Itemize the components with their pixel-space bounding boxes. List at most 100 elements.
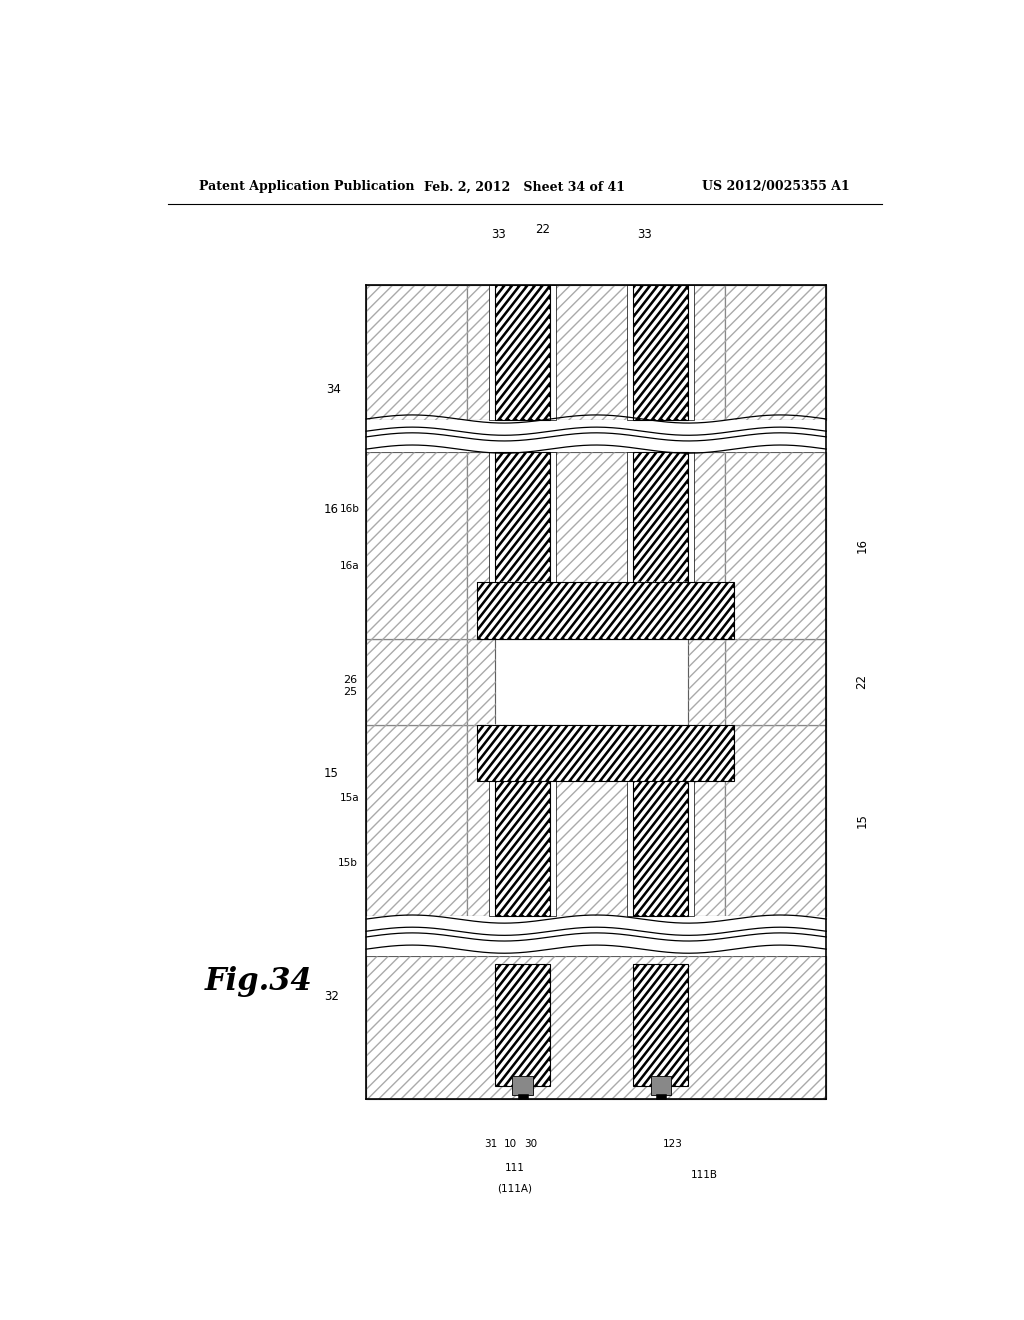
Bar	[367, 285, 467, 420]
Bar	[633, 285, 688, 420]
Text: (111A): (111A)	[497, 1183, 532, 1193]
Bar	[633, 725, 688, 916]
Text: US 2012/0025355 A1: US 2012/0025355 A1	[702, 181, 850, 193]
Bar	[550, 285, 633, 420]
Bar	[367, 639, 467, 725]
Bar	[367, 956, 826, 1098]
Text: 33: 33	[492, 228, 506, 242]
Bar	[467, 285, 495, 420]
Bar	[627, 453, 633, 639]
Bar	[550, 725, 633, 916]
Bar	[367, 420, 826, 453]
Text: 16b: 16b	[340, 504, 359, 513]
Bar	[627, 725, 633, 916]
Text: 16: 16	[324, 503, 339, 516]
Text: 30: 30	[524, 1139, 537, 1150]
Bar	[495, 285, 550, 420]
Bar	[725, 453, 826, 639]
Bar	[725, 285, 826, 420]
Bar	[367, 453, 467, 639]
Bar	[467, 285, 495, 420]
Bar	[476, 725, 734, 781]
Bar	[550, 453, 633, 639]
Bar	[367, 285, 467, 420]
Bar	[725, 285, 826, 420]
Bar	[550, 453, 556, 639]
Bar	[725, 725, 826, 916]
Bar	[467, 639, 495, 725]
Bar	[550, 285, 633, 420]
Bar	[725, 725, 826, 916]
Bar	[367, 725, 467, 916]
Bar	[633, 453, 688, 639]
Bar	[688, 725, 725, 916]
Bar	[367, 956, 826, 1098]
Bar	[467, 725, 495, 916]
Bar	[725, 639, 826, 725]
Bar	[633, 965, 688, 1086]
Bar	[367, 916, 826, 956]
Bar	[633, 725, 688, 916]
Bar	[688, 453, 725, 639]
Bar	[550, 285, 556, 420]
Bar	[688, 285, 725, 420]
Text: 33: 33	[638, 228, 652, 242]
Bar	[655, 1094, 666, 1098]
Bar	[489, 285, 495, 420]
Bar	[495, 285, 550, 420]
Text: 25: 25	[343, 686, 357, 697]
Bar	[688, 725, 694, 916]
Text: 15: 15	[856, 813, 868, 828]
Bar	[688, 453, 694, 639]
Text: 26: 26	[343, 675, 357, 685]
Text: 16: 16	[856, 539, 868, 553]
Text: 10: 10	[504, 1139, 517, 1150]
Text: 16a: 16a	[340, 561, 359, 572]
Bar	[688, 285, 725, 420]
Text: 111B: 111B	[691, 1170, 718, 1180]
Text: Patent Application Publication: Patent Application Publication	[200, 181, 415, 193]
Bar	[633, 285, 688, 420]
Bar	[725, 453, 826, 639]
Text: 123: 123	[663, 1139, 683, 1150]
Bar	[688, 285, 694, 420]
Bar	[725, 639, 826, 725]
Text: 34: 34	[327, 383, 341, 396]
Bar	[467, 725, 495, 916]
Bar	[688, 639, 725, 725]
Text: Feb. 2, 2012   Sheet 34 of 41: Feb. 2, 2012 Sheet 34 of 41	[424, 181, 626, 193]
Bar	[476, 725, 734, 781]
Bar	[476, 582, 734, 639]
Text: 31: 31	[484, 1139, 498, 1150]
Bar	[633, 965, 688, 1086]
Bar	[688, 453, 725, 639]
Bar	[467, 453, 495, 639]
Text: Fig.34: Fig.34	[205, 966, 312, 997]
Bar	[550, 725, 633, 916]
Bar	[550, 453, 633, 639]
Bar	[627, 285, 633, 420]
Bar	[688, 725, 725, 916]
Bar	[495, 965, 550, 1086]
Bar	[495, 725, 550, 916]
Bar	[495, 453, 550, 639]
Text: 111: 111	[505, 1163, 524, 1172]
Bar	[495, 965, 550, 1086]
Text: 22: 22	[856, 675, 868, 689]
Bar	[517, 1094, 527, 1098]
Bar	[495, 453, 550, 639]
Text: 15: 15	[325, 767, 339, 780]
Text: 32: 32	[325, 990, 339, 1003]
Bar	[650, 1076, 671, 1094]
Bar	[688, 639, 725, 725]
Text: 22: 22	[535, 223, 550, 236]
Bar	[367, 453, 467, 639]
Bar	[633, 453, 688, 639]
Bar	[495, 725, 550, 916]
Text: 15b: 15b	[338, 858, 357, 867]
Bar	[367, 639, 467, 725]
Bar	[489, 725, 495, 916]
Bar	[512, 1076, 532, 1094]
Bar	[367, 725, 467, 916]
Bar	[467, 639, 495, 725]
